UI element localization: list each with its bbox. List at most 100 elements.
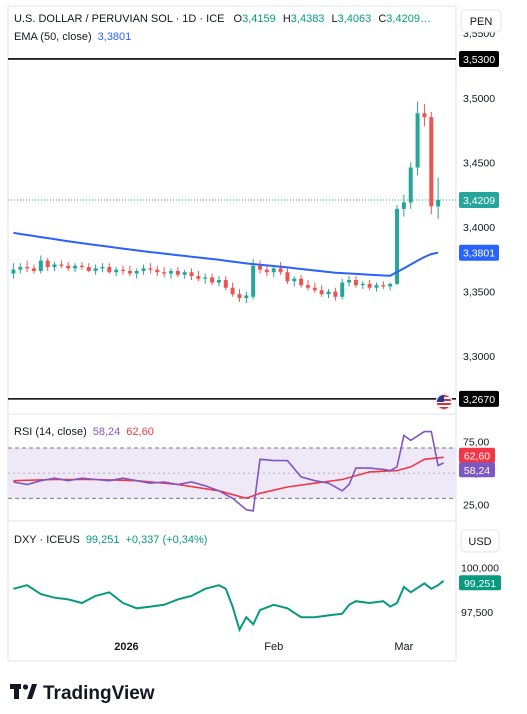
currency-button-label: PEN (470, 16, 493, 28)
usd-button-label: USD (468, 536, 491, 548)
level-tag-bottom: 3,2670 (459, 390, 499, 407)
candle-body (347, 279, 352, 283)
dxy-tick-label: 100,000 (461, 562, 499, 574)
candle-body (237, 294, 242, 299)
candle-body (134, 270, 139, 274)
ema-legend[interactable]: EMA (50, close) 3,3801 (14, 31, 131, 43)
candle-body (408, 167, 413, 203)
svg-text:3,2670: 3,2670 (463, 394, 495, 406)
price-tick-label: 3,3000 (463, 351, 495, 363)
dxy-legend[interactable]: DXY · ICEUS 99,251 +0,337 (+0,34%) (14, 534, 207, 546)
dxy-tick-label: 97,500 (461, 607, 493, 619)
candle-body (251, 265, 256, 297)
candle-body (31, 268, 36, 271)
candle-body (340, 282, 345, 297)
candle-body (395, 208, 400, 284)
candle-body (415, 113, 420, 168)
tradingview-logo-icon: TradingView (10, 683, 155, 704)
candle-body (100, 267, 105, 269)
candle-body (230, 287, 235, 295)
rsi-band (8, 447, 456, 499)
svg-text:99,251: 99,251 (464, 578, 496, 590)
candle-body (18, 267, 23, 270)
candle-body (258, 265, 263, 270)
candle-body (175, 270, 180, 275)
symbol-title: U.S. DOLLAR / PERUVIAN SOL · 1D · ICE O3… (14, 13, 431, 25)
candle-body (360, 283, 365, 286)
svg-text:3,4209: 3,4209 (463, 195, 495, 207)
rsi-legend[interactable]: RSI (14, close) 58,24 62,60 (14, 426, 154, 438)
svg-text:3,3801: 3,3801 (463, 248, 495, 260)
candle-body (25, 267, 30, 269)
candle-body (59, 264, 64, 266)
candle-body (196, 276, 201, 279)
rsi-ma-tag: 62,60 (459, 447, 495, 463)
rsi-line (13, 430, 444, 512)
ema-price-tag: 3,3801 (459, 244, 499, 261)
candle-body (353, 279, 358, 286)
candle-body (436, 199, 441, 207)
ema-line (13, 231, 439, 277)
candle-body (121, 269, 126, 271)
candle-body (114, 269, 119, 273)
candle-body (333, 291, 338, 297)
rsi-tick-label: 25,00 (463, 500, 489, 512)
candle-body (66, 265, 71, 269)
candle-body (429, 117, 434, 207)
candle-body (319, 290, 324, 295)
candle-body (155, 269, 160, 273)
dxy-line (13, 580, 445, 633)
candle-body (271, 268, 276, 273)
candle-body (203, 277, 208, 279)
price-tick-label: 3,3500 (463, 287, 495, 299)
candle-body (264, 269, 269, 273)
candle-body (141, 268, 146, 271)
candles-group (11, 101, 441, 304)
candle-body (381, 285, 386, 287)
svg-text:62,60: 62,60 (464, 450, 490, 462)
candle-body (374, 285, 379, 288)
us-flag-icon[interactable] (435, 393, 453, 411)
candle-body (168, 270, 173, 274)
price-tick-label: 3,4500 (463, 157, 495, 169)
candle-body (244, 295, 249, 299)
price-pane-frame (7, 5, 457, 415)
candle-body (127, 270, 132, 274)
brand-text: TradingView (43, 683, 155, 704)
candle-body (367, 283, 372, 288)
candle-body (401, 202, 406, 209)
candle-body (223, 279, 228, 288)
candle-body (148, 268, 153, 270)
candle-body (11, 269, 16, 274)
candle-body (73, 265, 78, 269)
last-price-tag: 3,4209 (459, 191, 499, 208)
candle-body (52, 264, 57, 268)
level-tag-top: 3,5300 (459, 50, 499, 67)
candle-body (93, 268, 98, 271)
rsi-tag: 58,24 (459, 462, 495, 478)
candle-body (182, 272, 187, 275)
price-tick-label: 3,5000 (463, 93, 495, 105)
candle-body (162, 272, 167, 274)
candle-body (299, 278, 304, 286)
price-tick-label: 3,4000 (463, 222, 495, 234)
dxy-axis-ticks: 100,000 97,500 (461, 562, 499, 618)
candle-body (278, 268, 283, 273)
candle-body (292, 278, 297, 282)
candle-body (45, 260, 50, 268)
currency-button-usd[interactable] (460, 529, 500, 553)
currency-button-pen[interactable] (460, 9, 502, 33)
tradingview-logo[interactable]: TradingView (10, 680, 180, 706)
candle-body (210, 277, 215, 283)
x-label-feb: Feb (264, 641, 283, 653)
svg-text:58,24: 58,24 (464, 465, 490, 477)
candle-body (189, 272, 194, 277)
candle-body (86, 267, 91, 271)
svg-text:3,5300: 3,5300 (463, 54, 495, 66)
candle-body (285, 272, 290, 282)
candle-body (422, 113, 427, 118)
candle-body (312, 287, 317, 291)
